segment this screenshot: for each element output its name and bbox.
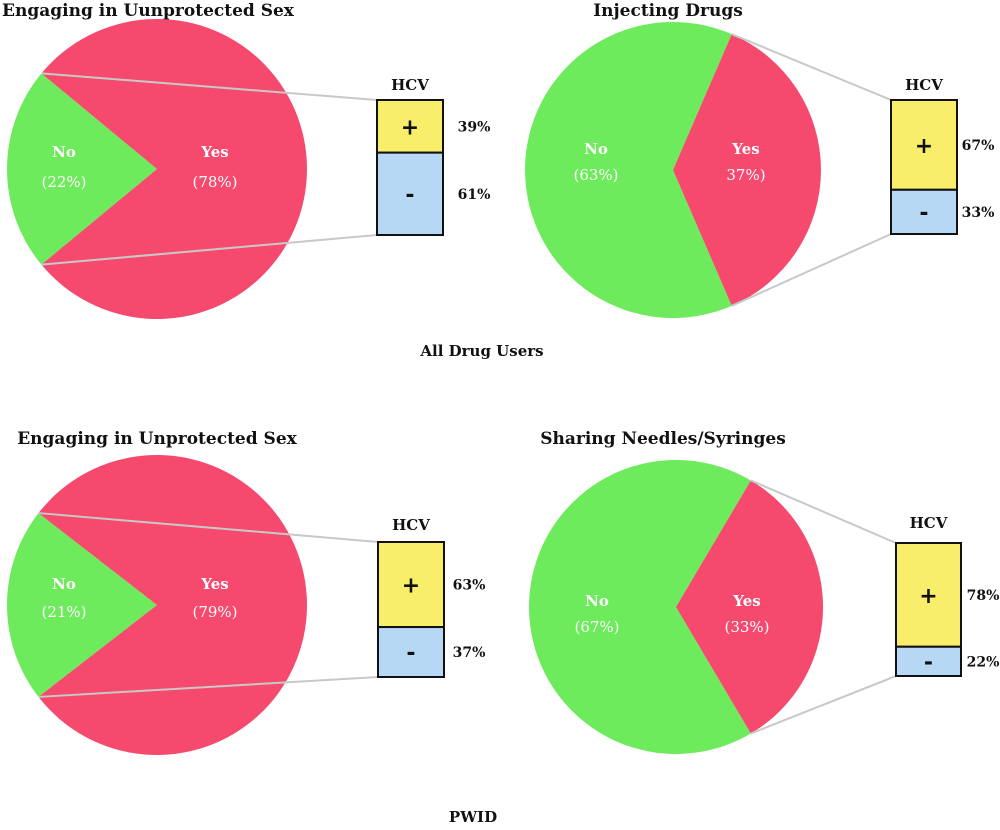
hcv-positive-pct: 39% (458, 119, 491, 135)
slice-label-no: No (52, 143, 76, 161)
slice-label-no: No (52, 575, 76, 593)
connector-line-bottom (41, 234, 378, 266)
hcv-negative-pct: 61% (458, 187, 491, 203)
minus-icon: - (406, 641, 415, 666)
hcv-positive-pct: 67% (962, 138, 995, 154)
panel-title: Engaging in Uunprotected Sex (2, 1, 295, 21)
pie-slice-no (7, 513, 158, 697)
hcv-positive-bar (376, 99, 444, 154)
slice-pct-yes: (33%) (724, 618, 769, 636)
slice-pct-no: (22%) (41, 173, 86, 191)
slice-label-yes: Yes (732, 592, 760, 610)
hcv-title: HCV (910, 514, 948, 532)
slice-label-yes: Yes (731, 140, 759, 158)
pie-slice-yes (673, 34, 821, 306)
connector-line-bottom (731, 233, 892, 307)
slice-pct-no: (67%) (574, 618, 619, 636)
slice-label-no: No (584, 140, 608, 158)
hcv-negative-pct: 22% (967, 654, 1000, 670)
pie-panel: Sharing Needles/Syringes Yes (33%) No (67%) H… (529, 429, 999, 754)
pie-slice-no (525, 22, 732, 319)
slice-pct-yes: 37%) (726, 166, 765, 184)
hcv-positive-pct: 63% (453, 578, 486, 594)
minus-icon: - (405, 183, 414, 208)
plus-icon: + (402, 574, 420, 599)
panel-title: Engaging in Unprotected Sex (17, 429, 297, 449)
connector-line-bottom (750, 675, 897, 735)
pie-slice-yes (676, 480, 823, 734)
pie-slice-yes (41, 18, 308, 319)
pie-slice-no (6, 73, 157, 265)
hcv-negative-pct: 33% (962, 205, 995, 221)
connector-line-top (731, 33, 892, 101)
slice-label-yes: Yes (200, 143, 228, 161)
panel-title: Sharing Needles/Syringes (540, 429, 786, 449)
hcv-negative-bar (890, 188, 958, 235)
pie-panel: Engaging in Unprotected Sex Yes (79%) No (21… (7, 429, 485, 755)
pie-panel: Injecting Drugs Yes 37%) No (63%) HCV + - 67% 33% (525, 1, 995, 319)
hcv-title: HCV (391, 76, 429, 94)
slice-pct-no: (21%) (41, 603, 86, 621)
minus-icon: - (919, 201, 928, 226)
minus-icon: - (924, 650, 933, 675)
slice-pct-yes: (79%) (192, 603, 237, 621)
slice-pct-yes: (78%) (192, 173, 237, 191)
plus-icon: + (919, 584, 937, 609)
connector-line-top (41, 72, 378, 101)
hcv-positive-bar (895, 542, 962, 648)
panel-title: Injecting Drugs (593, 1, 743, 21)
group-caption-pwid: PWID (449, 808, 497, 826)
connector-line-top (38, 512, 379, 543)
slice-pct-no: (63%) (573, 166, 618, 184)
hcv-title: HCV (905, 76, 943, 94)
hcv-negative-bar (377, 626, 445, 678)
hcv-negative-bar (895, 645, 962, 677)
slice-label-yes: Yes (200, 575, 228, 593)
pie-panel: Engaging in Uunprotected Sex Yes (78%) No (2… (2, 1, 490, 319)
group-caption-all-drug-users: All Drug Users (419, 342, 543, 360)
hcv-positive-pct: 78% (967, 588, 1000, 604)
hcv-negative-pct: 37% (453, 645, 486, 661)
pie-slice-no (529, 459, 751, 754)
plus-icon: + (401, 115, 419, 140)
hcv-positive-bar (377, 541, 445, 629)
slice-label-no: No (585, 592, 609, 610)
connector-line-bottom (38, 676, 379, 698)
connector-line-top (750, 479, 897, 544)
plus-icon: + (915, 134, 933, 159)
hcv-negative-bar (376, 151, 444, 236)
hcv-title: HCV (392, 516, 430, 534)
